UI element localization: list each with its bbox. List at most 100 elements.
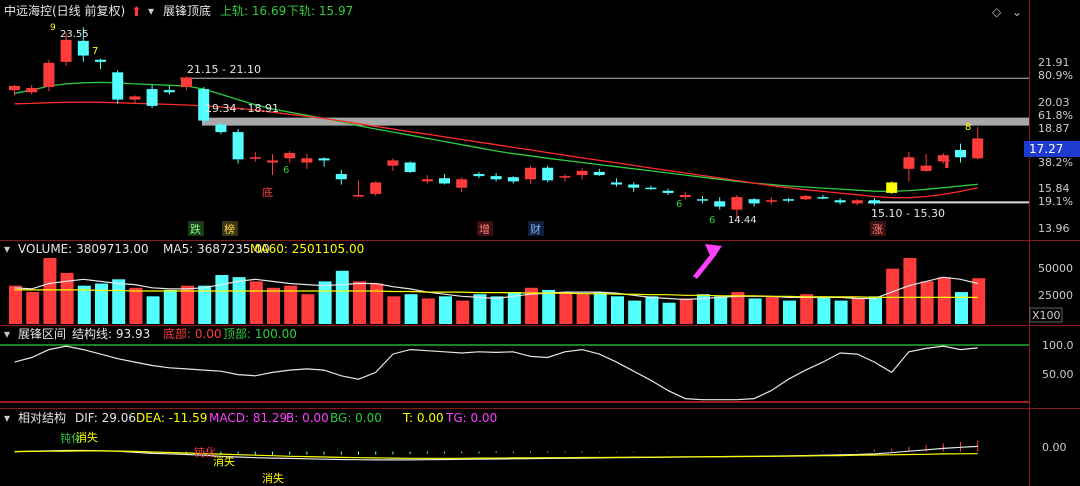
candle-body [112,72,124,100]
price-tick-20.03: 20.03 [1038,96,1070,109]
zone-label: 展锋区间 [18,327,66,341]
candle-body [267,160,278,163]
candle-38 [662,188,674,196]
candle-41 [714,197,726,210]
volume-bar-12 [215,275,229,324]
volume-value: VOLUME: 3809713.00 [18,242,149,256]
macd-tag-xiaoshi: 消失 [76,430,98,444]
volume-bar-35 [611,296,624,324]
volume-ma60-line [14,289,978,298]
volume-bar-56 [972,278,986,324]
candle-body [249,157,261,159]
level-band-mid [202,117,1029,126]
expand-icon[interactable]: ⌄ [1012,5,1022,19]
candle-body [9,85,20,91]
candle-35 [611,178,622,187]
candle-8 [146,84,158,108]
macd-tag-xiaoshi-3: 消失 [262,471,284,485]
dropdown-icon[interactable]: ▾ [148,4,154,18]
candle-body [937,155,949,162]
diamond-icon[interactable]: ◇ [992,5,1002,19]
candle-body [697,199,708,201]
fib-tick-61.8: 61.8% [1038,109,1073,122]
candle-body [834,200,846,203]
zone-lines [0,344,1029,403]
macd-dropdown-icon[interactable]: ▾ [4,411,10,425]
candle-body [559,176,571,178]
candle-body [628,184,640,188]
volume-bar-38 [662,302,676,324]
volume-bar-11 [198,285,212,324]
volume-bar-4 [77,285,91,324]
volume-bar-21 [370,283,384,324]
candle-body [129,96,141,100]
zone-dropdown-icon[interactable]: ▾ [4,327,10,341]
count-eight-label: 8 [965,122,971,133]
volume-bar-39 [679,298,693,324]
volume-bar-2 [43,258,57,324]
tag-cai: 财 [530,222,541,236]
volume-bar-16 [284,285,298,324]
fib-tick-80.9: 80.9% [1038,69,1073,82]
volume-bar-19 [335,270,349,324]
candle-33 [576,167,588,180]
zone-structure-line: 结构线: 93.93 [72,326,150,341]
candle-2 [43,59,55,92]
candle-56 [972,126,984,160]
candle-body [731,197,743,210]
price-tick-13.96: 13.96 [1038,222,1070,235]
candle-body [783,199,794,201]
price-levels [180,77,1029,204]
count-seven-label: 7 [92,46,98,57]
candle-1 [26,84,38,95]
candle-10 [181,76,192,91]
macd-tg: TG: 0.00 [445,411,497,425]
bottom-tag: 底 [262,185,273,199]
candle-16 [284,150,296,163]
candle-body [95,59,106,62]
candle-51 [886,181,898,194]
level-lower-label: 15.10 - 15.30 [871,207,945,220]
candle-body [215,124,227,133]
volume-bar-7 [129,287,143,324]
candle-body [43,62,55,88]
price-tick-15.84: 15.84 [1038,182,1070,195]
candle-19 [335,169,347,185]
candle-29 [507,176,519,184]
candle-32 [559,174,571,182]
volume-bar-18 [318,281,332,324]
volume-bars [9,258,986,324]
candle-body [301,158,313,163]
candle-39 [679,191,691,200]
candle-7 [129,95,141,104]
candle-body [765,200,777,202]
zone-top: 顶部: 100.00 [223,326,297,341]
volume-bar-5 [95,283,108,324]
zone-bottom: 底部: 0.00 [163,326,222,341]
candle-3 [60,32,72,67]
volume-bar-17 [301,294,315,324]
candle-24 [421,175,433,184]
candle-34 [593,168,605,177]
volume-dropdown-icon[interactable]: ▾ [4,242,10,256]
candle-body [163,90,175,93]
zone-tick-100: 100.0 [1042,339,1074,352]
tag-zeng-box [477,221,493,236]
volume-ma5: MA5: 3687235.00 [163,242,270,256]
candle-body [404,162,416,172]
fib-tick-38.2: 38.2% [1038,156,1073,169]
candle-11 [198,87,210,124]
candle-body [955,149,966,158]
candle-body [903,157,915,169]
candle-body [542,167,554,181]
indicator-name[interactable]: 展锋顶底 [163,3,211,18]
volume-bar-49 [851,298,865,324]
price-axis: 21.91 80.9% 20.03 61.8% 18.87 38.2% 15.8… [1024,56,1080,235]
candle-body [318,158,330,161]
volume-bar-51 [886,268,900,324]
volume-header: ▾ VOLUME: 3809713.00 MA5: 3687235.00 MA6… [4,242,1073,323]
volume-bar-10 [181,285,194,324]
candle-12 [215,122,227,135]
buy-arrow-icon: ⬆ [941,156,953,172]
